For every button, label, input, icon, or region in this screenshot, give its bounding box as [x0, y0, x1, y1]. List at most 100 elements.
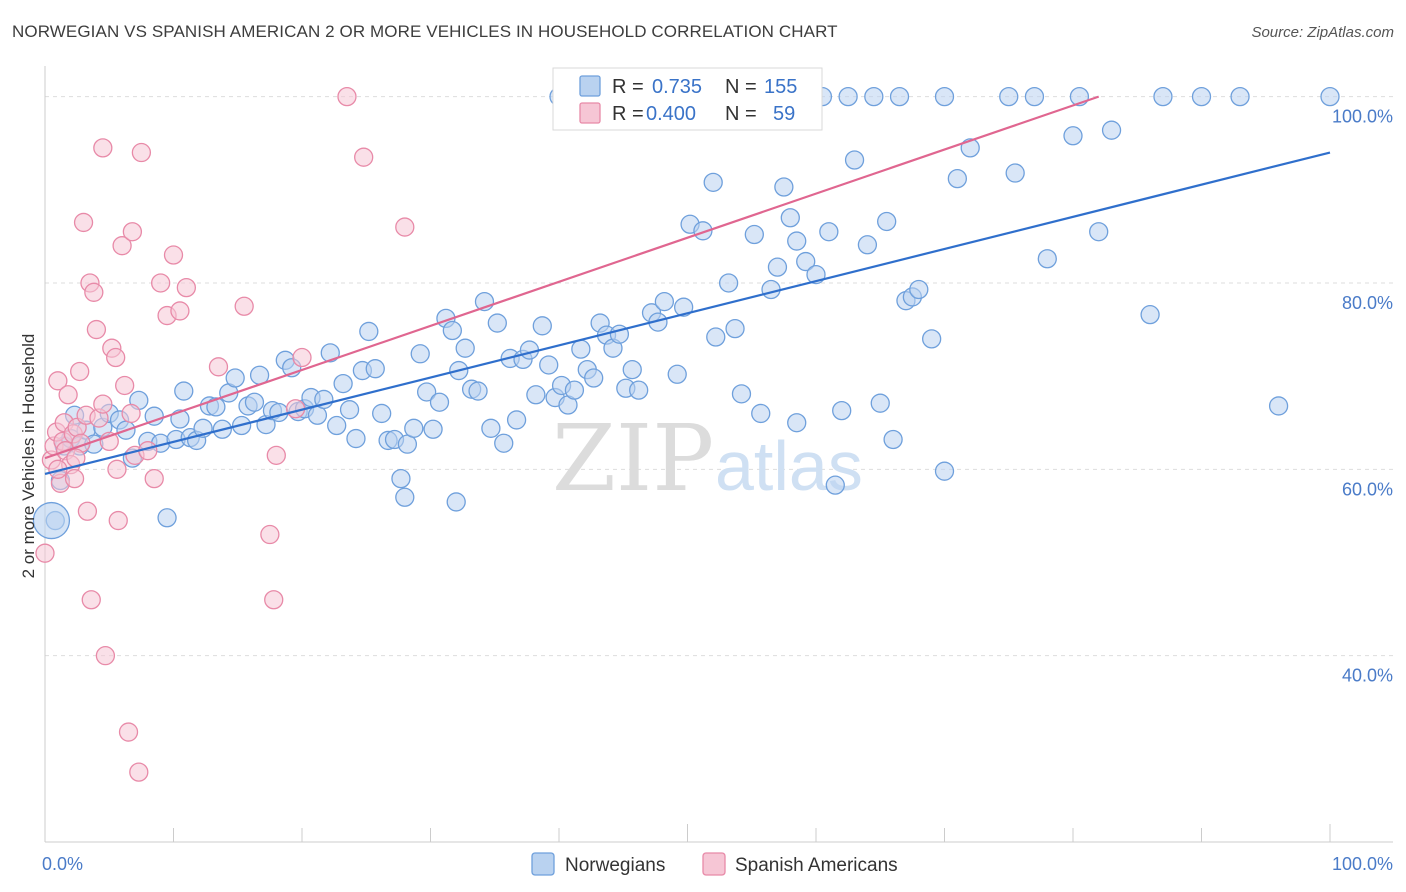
- norwegian-point-116: [870, 393, 890, 413]
- spanish-point-4: [48, 371, 68, 391]
- legend-swatch-norwegians: [579, 75, 601, 97]
- spanish-point-29: [107, 459, 127, 479]
- spanish-point-52: [337, 86, 357, 107]
- norwegian-point-144: [934, 86, 955, 107]
- series-legend: Norwegians Spanish Americans: [531, 852, 898, 876]
- spanish-point-25: [93, 138, 113, 158]
- norwegian-point-15: [144, 406, 164, 426]
- spanish-point-18: [77, 501, 98, 521]
- norwegian-point-104: [751, 403, 771, 424]
- legend-n-label-1: N =: [725, 76, 757, 98]
- norwegian-point-64: [455, 338, 475, 358]
- norwegian-point-106: [767, 257, 788, 277]
- x-tick-label-max: 100.0%: [1332, 854, 1393, 874]
- spanish-americans-trend-line: [44, 95, 1100, 460]
- legend-n-value-2: 59: [773, 103, 795, 125]
- norwegian-point-118: [883, 429, 903, 450]
- norwegian-point-84: [584, 368, 604, 388]
- legend-r-value-2: 0.400: [646, 103, 696, 125]
- norwegian-point-122: [922, 329, 942, 349]
- norwegian-point-91: [629, 380, 649, 400]
- norwegian-point-81: [564, 380, 585, 400]
- norwegian-point-102: [731, 384, 752, 404]
- norwegian-point-127: [1037, 249, 1057, 269]
- x-tick-label-min: 0.0%: [42, 854, 83, 874]
- spanish-point-44: [176, 277, 197, 298]
- norwegian-point-82: [571, 339, 591, 359]
- norwegian-point-135: [1268, 396, 1289, 416]
- x-axis-ticks: [44, 824, 1331, 842]
- y-tick-label-60: 60.0%: [1342, 479, 1393, 499]
- norwegian-point-94: [654, 291, 675, 312]
- y-axis-label: 2 or more Vehicles in Household: [19, 334, 38, 579]
- norwegian-point-113: [832, 400, 852, 421]
- norwegian-point-25: [206, 397, 226, 417]
- legend-label-spanish-americans: Spanish Americans: [735, 855, 898, 876]
- spanish-point-0: [35, 543, 55, 563]
- spanish-point-31: [112, 236, 132, 256]
- legend-swatch-spanish: [579, 102, 601, 124]
- norwegian-point-77: [539, 355, 559, 375]
- spanish-point-36: [129, 762, 149, 782]
- legend-r-label-1: R =: [612, 76, 644, 98]
- legend-swatch-norwegians-bottom: [531, 852, 555, 876]
- norwegian-point-105: [761, 279, 781, 300]
- norwegian-point-57: [410, 344, 430, 364]
- spanish-point-42: [163, 245, 184, 265]
- source-label: Source: ZipAtlas.com: [1251, 24, 1394, 41]
- spanish-point-40: [150, 273, 171, 293]
- norwegian-point-58: [416, 382, 437, 402]
- norwegian-point-44: [327, 415, 347, 436]
- norwegian-point-138: [825, 475, 845, 495]
- legend-n-value-1: 155: [764, 76, 797, 98]
- norwegian-point-76: [532, 316, 552, 336]
- spanish-point-39: [144, 468, 164, 489]
- spanish-point-34: [122, 222, 143, 242]
- norwegian-point-66: [468, 381, 488, 401]
- legend-r-label-2: R =: [612, 103, 644, 125]
- norwegian-point-43: [320, 343, 340, 363]
- norwegians-trend-line: [44, 151, 1331, 476]
- spanish-point-48: [264, 590, 284, 610]
- norwegian-point-109: [787, 231, 807, 251]
- spanish-point-20: [81, 590, 101, 610]
- norwegian-point-60: [429, 392, 450, 412]
- watermark-atlas: atlas: [715, 427, 863, 505]
- norwegian-point-107: [774, 177, 794, 197]
- spanish-point-55: [95, 646, 116, 666]
- gridlines: [44, 66, 1393, 843]
- norwegian-point-110: [796, 251, 816, 272]
- norwegian-point-90: [622, 359, 642, 380]
- spanish-point-28: [106, 347, 126, 368]
- spanish-point-43: [170, 301, 190, 321]
- spanish-point-46: [234, 296, 254, 316]
- norwegian-point-114: [844, 150, 865, 170]
- norwegian-point-101: [725, 318, 745, 339]
- spanish-point-51: [292, 347, 312, 368]
- norwegian-point-132: [1153, 86, 1173, 107]
- spanish-point-53: [354, 147, 374, 167]
- norwegian-point-99: [706, 327, 726, 347]
- spanish-point-16: [73, 212, 94, 233]
- norwegian-point-130: [1101, 120, 1122, 140]
- norwegian-point-124: [947, 168, 967, 189]
- norwegian-point-74: [519, 340, 540, 360]
- norwegian-point-51: [372, 403, 392, 424]
- norwegian-point-131: [1140, 305, 1160, 325]
- norwegian-point-46: [339, 400, 360, 420]
- spanish-point-22: [86, 319, 107, 340]
- legend-swatch-spanish-bottom: [702, 852, 726, 876]
- norwegian-point-128: [1063, 126, 1083, 146]
- norwegian-point-145: [889, 86, 910, 107]
- norwegian-point-133: [1191, 86, 1212, 107]
- y-tick-label-100: 100.0%: [1332, 107, 1393, 127]
- spanish-point-54: [395, 217, 415, 237]
- norwegian-point-136: [1320, 86, 1340, 107]
- norwegian-point-50: [365, 359, 385, 379]
- norwegian-point-59: [423, 419, 443, 439]
- legend-n-label-2: N =: [725, 103, 757, 125]
- norwegian-point-126: [1005, 163, 1025, 183]
- norwegian-point-47: [346, 428, 366, 449]
- norwegian-point-35: [269, 402, 289, 423]
